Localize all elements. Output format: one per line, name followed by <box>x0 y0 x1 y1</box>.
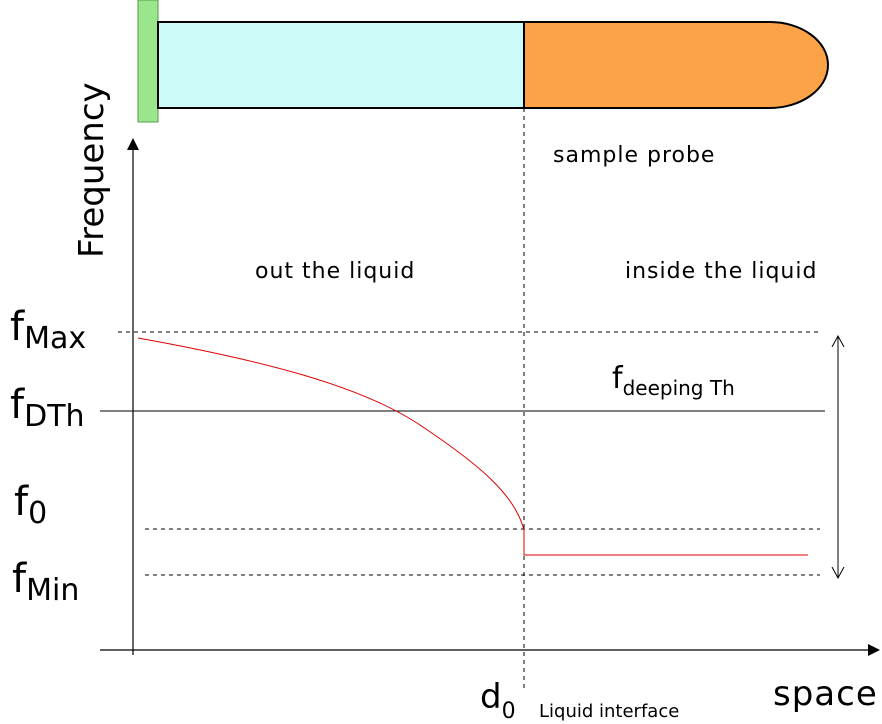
frequency-curve <box>137 337 808 556</box>
probe-tip <box>523 21 830 109</box>
fmin-label: fMin <box>12 556 79 608</box>
label-sub: Min <box>26 573 79 608</box>
label-base: f <box>612 361 624 396</box>
probe-body <box>157 21 525 109</box>
label-sub: 0 <box>28 496 47 531</box>
label-sub: deeping Th <box>623 376 735 400</box>
probe-label: sample probe <box>553 143 715 168</box>
fdth-label: fDTh <box>10 382 85 434</box>
interface-label: Liquid interface <box>539 701 679 722</box>
label-base: f <box>12 556 27 602</box>
symbol-sub: 0 <box>502 699 516 724</box>
label-base: f <box>14 479 29 525</box>
interface-symbol: d0 <box>480 677 516 724</box>
fdeeping-label: fdeeping Th <box>612 361 735 400</box>
f0-label: f0 <box>14 479 47 531</box>
label-sub: DTh <box>24 399 84 434</box>
fmax-label: fMax <box>10 304 86 356</box>
probe-holder <box>137 0 159 123</box>
region-outside: out the liquid <box>255 259 415 284</box>
label-base: f <box>10 382 25 428</box>
y-axis-label: Frequency <box>72 82 112 258</box>
label-sub: Max <box>24 321 86 356</box>
region-inside: inside the liquid <box>625 259 817 284</box>
symbol-base: d <box>480 677 502 717</box>
label-base: f <box>10 304 25 350</box>
x-axis-label: space <box>773 674 878 714</box>
